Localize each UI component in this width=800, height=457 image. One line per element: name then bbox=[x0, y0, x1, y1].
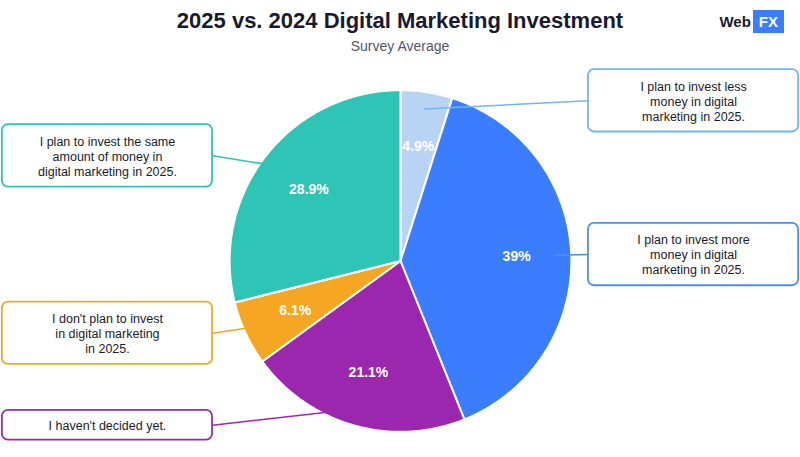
svg-text:4.9%: 4.9% bbox=[402, 138, 434, 154]
html-text:Web: Web bbox=[719, 13, 751, 30]
html-text:2025 vs. 2024 Digital Marketin: 2025 vs. 2024 Digital Marketing Investme… bbox=[176, 8, 624, 33]
svg-text:I plan to invest lessmoney in: I plan to invest lessmoney in digitalmar… bbox=[640, 80, 746, 124]
svg-text:I don't plan to investin digit: I don't plan to investin digital marketi… bbox=[52, 312, 163, 356]
html-text:FX: FX bbox=[758, 13, 778, 30]
svg-text:I plan to invest moremoney in: I plan to invest moremoney in digitalmar… bbox=[637, 233, 750, 277]
svg-text:I haven't decided yet.: I haven't decided yet. bbox=[49, 419, 167, 433]
svg-text:28.9%: 28.9% bbox=[289, 181, 329, 197]
html-text:Survey Average: Survey Average bbox=[350, 38, 450, 54]
svg-text:21.1%: 21.1% bbox=[349, 364, 389, 380]
svg-text:I plan to invest the sameamoun: I plan to invest the sameamount of money… bbox=[38, 135, 177, 179]
svg-text:39%: 39% bbox=[503, 248, 532, 264]
svg-text:6.1%: 6.1% bbox=[279, 302, 311, 318]
